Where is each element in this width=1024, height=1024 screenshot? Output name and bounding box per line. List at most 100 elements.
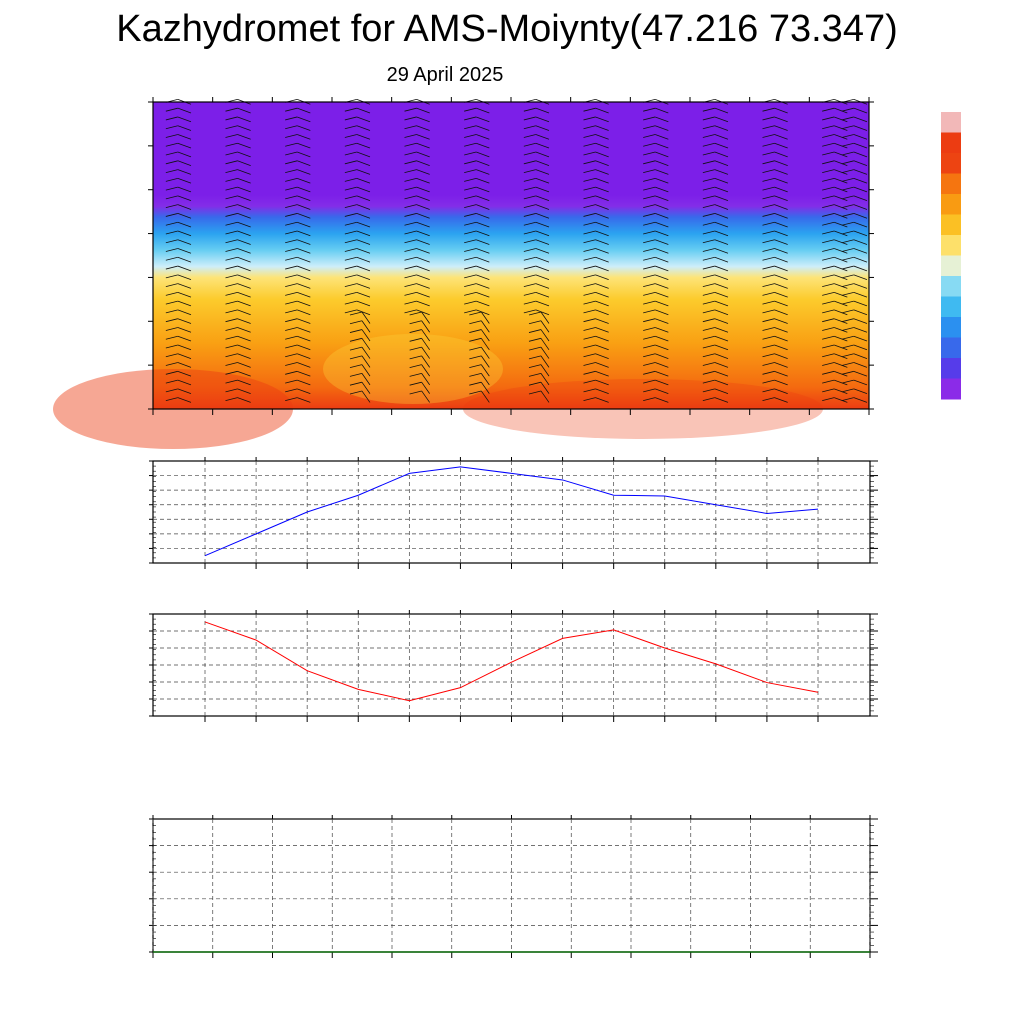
- wind-barb: [476, 292, 490, 298]
- wind-barb: [177, 204, 192, 210]
- wind-barb: [774, 370, 788, 377]
- wind-barb-flag: [643, 230, 656, 235]
- wind-barb-flag: [404, 283, 417, 287]
- wind-barb: [237, 318, 251, 324]
- wind-barb-flag: [409, 337, 422, 342]
- wind-barb: [655, 186, 669, 193]
- wind-barb-flag: [165, 160, 178, 165]
- wind-barb: [297, 151, 311, 158]
- wind-barb: [476, 256, 490, 263]
- wind-barb-flag: [404, 221, 417, 226]
- wind-barb-flag: [469, 373, 482, 377]
- wind-barb: [774, 318, 788, 324]
- wind-barb: [655, 116, 669, 123]
- wind-barb: [655, 213, 669, 219]
- wind-barb-flag: [225, 195, 238, 200]
- wind-barb: [476, 125, 490, 131]
- wind-barb: [655, 292, 669, 298]
- temp-panel: [149, 610, 878, 722]
- wind-barb-flag: [225, 151, 238, 156]
- wind-barb-flag: [285, 265, 298, 270]
- wind-barb-flag: [583, 125, 596, 130]
- wind-barb-flag: [285, 239, 298, 244]
- wind-barb-flag: [523, 283, 536, 287]
- wind-barb-flag: [643, 107, 656, 112]
- wind-barb-flag: [165, 151, 178, 156]
- wind-barb-flag: [285, 204, 298, 209]
- wind-barb: [297, 125, 311, 131]
- wind-barb: [297, 309, 311, 316]
- wind-barb: [540, 373, 550, 386]
- wind-barb-flag: [344, 300, 357, 305]
- wind-barb: [416, 274, 430, 280]
- wind-barb: [476, 300, 490, 307]
- wind-barb: [774, 195, 788, 202]
- wind-barb: [774, 362, 788, 368]
- wind-barb-flag: [225, 274, 238, 279]
- wind-barb-flag: [523, 309, 536, 314]
- wind-barb: [177, 142, 192, 149]
- wind-barb: [834, 388, 848, 395]
- wind-barb: [714, 256, 729, 263]
- wind-barb: [177, 283, 192, 289]
- wind-barb-flag: [583, 283, 596, 287]
- wind-barb: [834, 265, 848, 272]
- wind-barb-flag: [409, 373, 422, 377]
- wind-barb-flag: [822, 248, 835, 252]
- wind-barb: [774, 274, 788, 280]
- wind-barb: [237, 239, 251, 245]
- wind-barb: [853, 169, 868, 175]
- wind-barb: [655, 344, 669, 351]
- wind-barb: [655, 274, 669, 280]
- wind-barb-flag: [285, 177, 298, 182]
- wind-barb-flag: [464, 177, 477, 182]
- wind-barb: [297, 116, 311, 123]
- wind-barb: [416, 230, 430, 237]
- wind-barb-flag: [404, 142, 417, 147]
- wind-barb: [714, 353, 729, 359]
- wind-barb: [714, 388, 729, 395]
- wind-barb: [853, 318, 868, 324]
- wind-barb: [237, 107, 251, 114]
- wind-barb-flag: [523, 239, 536, 244]
- wind-barb-flag: [702, 291, 715, 296]
- wind-barb-flag: [404, 256, 417, 261]
- wind-barb-flag: [762, 265, 775, 270]
- wind-barb: [356, 213, 371, 219]
- wind-barb-flag: [344, 256, 357, 261]
- wind-barb: [177, 134, 192, 140]
- wind-barb-flag: [643, 327, 656, 331]
- wind-barb: [421, 381, 430, 394]
- wind-barb-flag: [762, 256, 775, 261]
- wind-barb: [834, 195, 848, 202]
- wind-barb-flag: [528, 320, 542, 325]
- wind-barb-flag: [841, 283, 854, 287]
- wind-barb-flag: [523, 230, 536, 235]
- wind-barb: [834, 362, 848, 368]
- wind-barb: [297, 107, 311, 114]
- wind-barb: [774, 142, 788, 149]
- wind-barb: [535, 248, 550, 254]
- wind-barb: [535, 274, 550, 280]
- wind-barb: [714, 186, 729, 193]
- wind-barb-flag: [165, 362, 178, 366]
- wind-barb-flag: [464, 221, 477, 226]
- wind-barb-flag: [822, 318, 835, 323]
- wind-barb-flag: [165, 327, 178, 331]
- wind-barb: [714, 177, 729, 184]
- wind-barb-flag: [583, 344, 596, 349]
- wind-barb-flag: [165, 353, 178, 358]
- wind-barb-flag: [583, 230, 596, 235]
- wind-barb: [853, 204, 868, 210]
- wind-barb: [237, 204, 251, 210]
- wind-barb: [834, 300, 848, 307]
- wind-barb: [774, 177, 788, 184]
- wind-barb: [480, 381, 490, 394]
- colorbar-cell: [941, 235, 961, 256]
- wind-barb-flag: [225, 300, 238, 305]
- wind-barb-flag: [469, 390, 482, 395]
- wind-barb: [714, 300, 729, 307]
- wind-barb-flag: [285, 344, 298, 349]
- wind-barb: [535, 213, 550, 219]
- wind-barb-flag: [404, 248, 417, 252]
